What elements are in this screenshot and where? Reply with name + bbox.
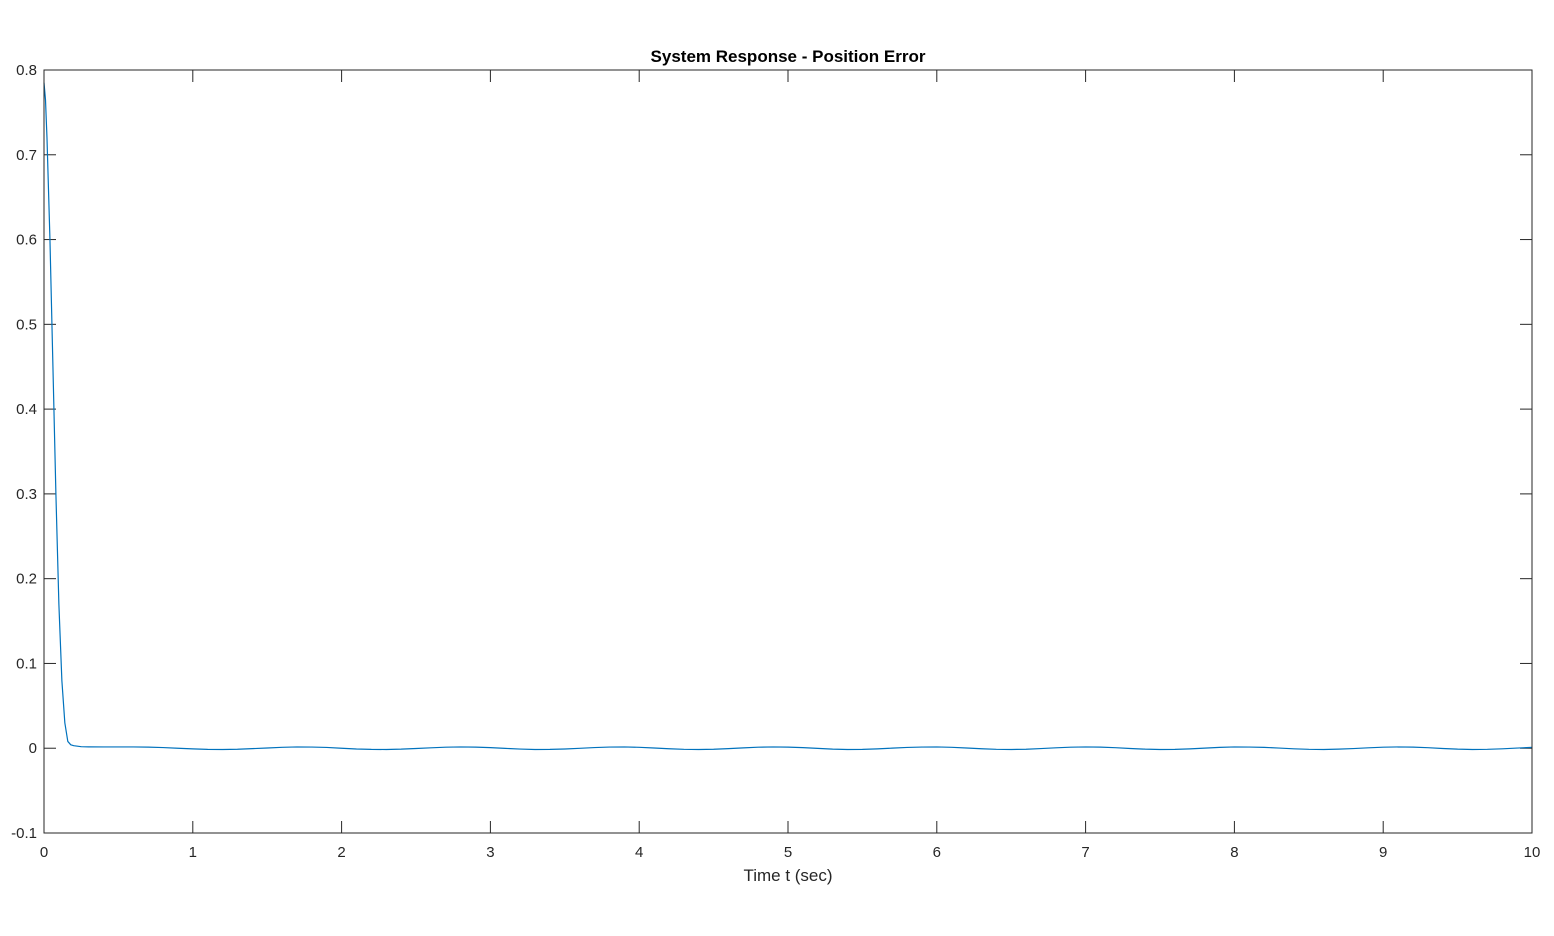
series-line — [43, 82, 1533, 751]
x-tick-label: 0 — [40, 844, 48, 861]
y-tick-label: 0.1 — [16, 655, 37, 672]
plot-area — [44, 70, 1532, 833]
y-tick-label: 0.8 — [16, 62, 37, 79]
x-tick-label: 7 — [1081, 844, 1089, 861]
x-axis-label: Time t (sec) — [743, 866, 832, 885]
y-tick-label: 0.5 — [16, 316, 37, 333]
y-tick-label: 0.3 — [16, 486, 37, 503]
x-tick-label: 3 — [486, 844, 494, 861]
x-tick-label: 1 — [189, 844, 197, 861]
y-tick-label: 0.2 — [16, 571, 37, 588]
y-tick-label: 0.4 — [16, 401, 37, 418]
x-tick-label: 8 — [1230, 844, 1238, 861]
axes-box — [43, 69, 1533, 834]
chart-title: System Response - Position Error — [651, 47, 926, 66]
y-tick-label: -0.1 — [11, 825, 37, 842]
x-tick-label: 9 — [1379, 844, 1387, 861]
y-tick-label: 0 — [29, 740, 37, 757]
y-tick-label: 0.7 — [16, 147, 37, 164]
x-tick-label: 10 — [1524, 844, 1541, 861]
x-tick-label: 2 — [337, 844, 345, 861]
y-tick-label: 0.6 — [16, 232, 37, 249]
x-tick-label: 5 — [784, 844, 792, 861]
x-tick-label: 4 — [635, 844, 643, 861]
x-tick-label: 6 — [933, 844, 941, 861]
